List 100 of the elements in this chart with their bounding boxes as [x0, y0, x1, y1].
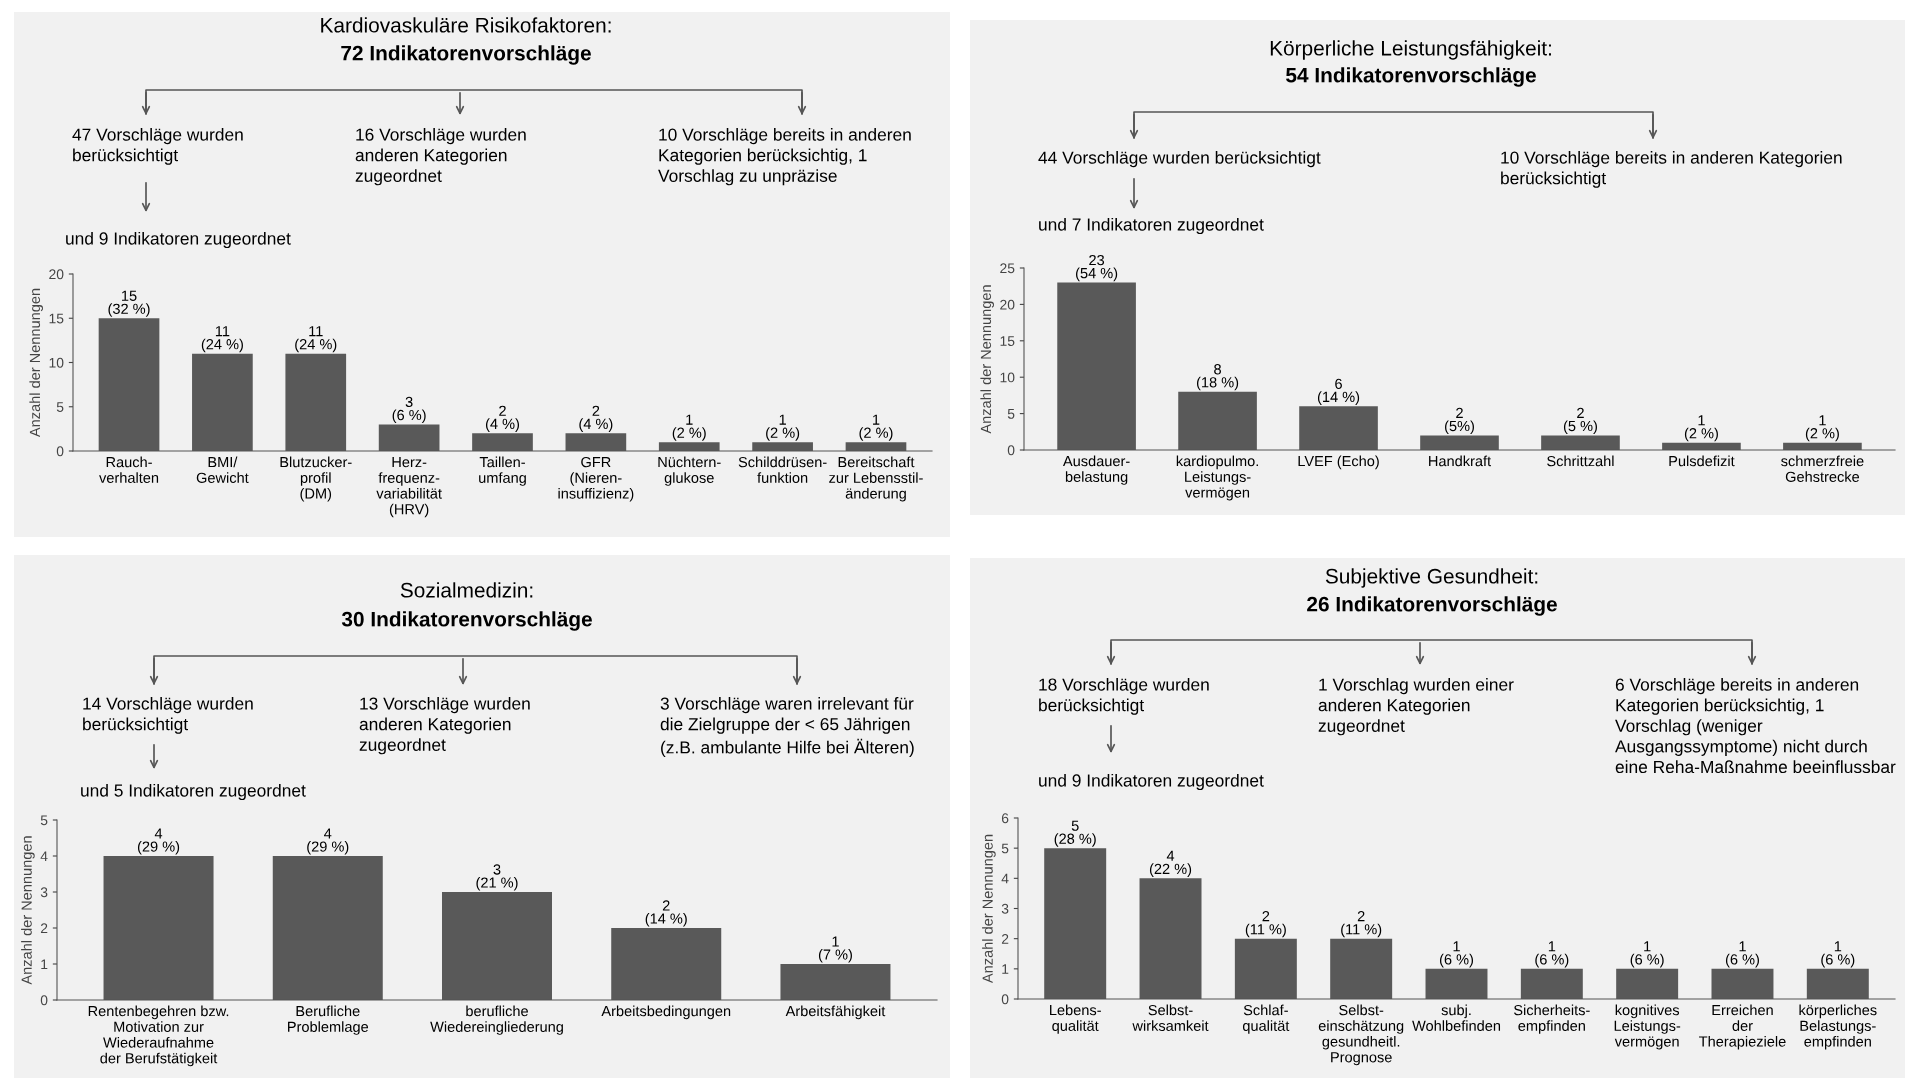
- x-tick-label: berufliche Wiedereingliederung: [430, 1005, 563, 1035]
- data-label: 1 (2 %): [766, 414, 800, 441]
- x-tick-label: Pulsdefizit: [1669, 455, 1735, 467]
- text: und 7 Indikatoren zugeordnet: [1039, 217, 1264, 235]
- text: 13 Vorschläge wurden anderen Kategorien zugeordnet: [359, 697, 530, 755]
- y-axis-title: Anzahl der Nennungen: [980, 285, 994, 434]
- data-label: 4 (29 %): [307, 828, 349, 855]
- text: 14 Vorschläge wurden berücksichtigt: [83, 697, 253, 734]
- y-tick-label: 15: [49, 313, 64, 324]
- x-tick-label: Arbeitsfähigkeit: [785, 1005, 886, 1020]
- x-tick-label: LVEF (Echo): [1298, 455, 1379, 470]
- data-label: 4 (22 %): [1149, 850, 1192, 877]
- y-tick-label: 4: [40, 851, 48, 862]
- y-tick-label: 5: [1007, 409, 1015, 419]
- data-label: 3 (6 %): [392, 396, 426, 424]
- y-tick-label: 20: [1000, 299, 1015, 310]
- data-label: 2 (11 %): [1341, 911, 1382, 938]
- x-tick-label: Berufliche Problemlage: [288, 1005, 369, 1035]
- y-tick-label: 4: [1001, 873, 1009, 884]
- data-label: 1 (2 %): [1805, 415, 1839, 442]
- y-tick-label: 20: [49, 269, 64, 280]
- x-tick-label: Selbst- wirksamkeit: [1132, 1004, 1209, 1031]
- x-tick-label: Nüchtern- glukose: [658, 456, 721, 486]
- data-label: 3 (21 %): [476, 864, 518, 891]
- x-tick-label: Schrittzahl: [1547, 455, 1614, 467]
- text: 18 Vorschläge wurden berücksichtigt: [1039, 678, 1209, 715]
- data-label: 1 (2 %): [859, 414, 893, 441]
- text: und 5 Indikatoren zugeordnet: [81, 783, 306, 801]
- data-label: 1 (6 %): [1439, 941, 1474, 968]
- y-axis-title: Anzahl der Nennungen: [982, 834, 996, 984]
- text: und 9 Indikatoren zugeordnet: [66, 231, 291, 249]
- x-tick-label: BMI/ Gewicht: [196, 456, 249, 483]
- y-tick-label: 3: [40, 887, 48, 898]
- x-tick-label: Arbeitsbedingungen: [601, 1005, 731, 1020]
- chart-subtitle: 54 Indikatorenvorschläge: [1286, 67, 1536, 87]
- text: 10 Vorschläge bereits in anderen Kategorien berücksichtig, 1 Vorschlag zu unpräzise: [658, 128, 911, 186]
- x-tick-label: kardiopulmo. Leistungs- vermögen: [1176, 455, 1258, 501]
- data-label: 5 (28 %): [1054, 820, 1096, 847]
- text: 16 Vorschläge wurden anderen Kategorien zugeordnet: [355, 128, 526, 186]
- chart-title: Körperliche Leistungsfähigkeit:: [1270, 40, 1551, 60]
- text: und 9 Indikatoren zugeordnet: [1039, 773, 1264, 791]
- chart-subtitle: 26 Indikatorenvorschläge: [1307, 596, 1557, 616]
- y-tick-label: 1: [41, 959, 48, 970]
- data-label: 2 (4 %): [579, 405, 613, 432]
- data-label: 1 (6 %): [1630, 941, 1664, 968]
- x-tick-label: Sicherheits- empfinden: [1513, 1004, 1590, 1034]
- data-label: 2 (14 %): [645, 900, 687, 927]
- data-label: 11 (24 %): [201, 326, 243, 353]
- data-label: 1 (6 %): [1535, 941, 1569, 968]
- text: 47 Vorschläge wurden berücksichtigt: [72, 128, 243, 165]
- data-label: 4 (29 %): [137, 828, 180, 855]
- x-tick-label: Taillen- umfang: [479, 456, 526, 486]
- y-tick-label: 3: [1001, 903, 1009, 914]
- x-tick-label: Selbst- einschätzung gesundheitl. Prognose: [1318, 1004, 1404, 1066]
- data-label: 15 (32 %): [108, 290, 150, 317]
- x-tick-label: Erreichen der Therapieziele: [1699, 1004, 1786, 1050]
- chart-title: Sozialmedizin:: [400, 582, 533, 598]
- x-tick-label: subj. Wohlbefinden: [1412, 1004, 1501, 1031]
- text: 10 Vorschläge bereits in anderen Kategorien berücksichtigt: [1501, 151, 1842, 188]
- text: 1 Vorschlag wurden einer anderen Kategorien zugeordnet: [1318, 678, 1514, 736]
- x-tick-label: Herz- frequenz- variabilität (HRV): [376, 457, 442, 518]
- data-label: 2 (5%): [1445, 407, 1474, 435]
- x-tick-label: Blutzucker- profil (DM): [280, 456, 352, 502]
- x-tick-label: Lebens- qualität: [1050, 1004, 1101, 1034]
- text: 6 Vorschläge bereits in anderen Kategorien berücksichtig, 1 Vorschlag (weniger Ausgangssymptome) nicht durch eine Reha-Maßnahme beeinflussbar: [1615, 678, 1896, 774]
- data-label: 8 (18 %): [1196, 364, 1239, 391]
- x-tick-label: Rentenbegehren bzw. Motivation zur Wiederaufnahme der Berufstätigkeit: [88, 1005, 229, 1067]
- x-tick-label: Schlaf- qualität: [1242, 1004, 1290, 1034]
- y-tick-label: 2: [1001, 934, 1009, 944]
- y-tick-label: 0: [1007, 445, 1015, 456]
- x-tick-label: kognitives Leistungs- vermögen: [1614, 1004, 1681, 1050]
- data-label: 23 (54 %): [1076, 254, 1118, 282]
- data-label: 1 (2 %): [672, 414, 706, 441]
- chart-subtitle: 72 Indikatorenvorschläge: [341, 45, 591, 65]
- y-tick-label: 5: [40, 815, 48, 826]
- data-label: 1 (6 %): [1821, 941, 1855, 968]
- y-tick-label: 25: [1000, 263, 1015, 274]
- y-tick-label: 5: [56, 402, 64, 412]
- y-tick-label: 15: [1000, 336, 1015, 346]
- y-axis-title: Anzahl der Nennungen: [29, 288, 43, 438]
- x-tick-label: Rauch- verhalten: [99, 456, 159, 483]
- y-tick-label: 1: [1002, 964, 1009, 974]
- data-label: 1 (7 %): [818, 936, 852, 963]
- text: 3 Vorschläge waren irrelevant für die Zielgruppe der < 65 Jährigen (z.B. ambulante Hilfe bei Älteren): [660, 697, 914, 757]
- y-tick-label: 10: [1000, 372, 1015, 383]
- y-tick-label: 0: [56, 446, 64, 457]
- y-axis-title: Anzahl der Nennungen: [21, 836, 35, 985]
- text: 44 Vorschläge wurden berücksichtigt: [1038, 151, 1321, 168]
- x-tick-label: Handkraft: [1429, 455, 1492, 467]
- y-tick-label: 6: [1001, 813, 1009, 824]
- y-tick-label: 5: [1001, 843, 1009, 854]
- y-tick-label: 2: [40, 923, 48, 934]
- data-label: 1 (6 %): [1725, 941, 1759, 968]
- x-tick-label: körperliches Belastungs- empfinden: [1799, 1004, 1877, 1050]
- data-label: 2 (11 %): [1245, 911, 1286, 938]
- y-tick-label: 10: [49, 357, 64, 368]
- chart-subtitle: 30 Indikatorenvorschläge: [341, 611, 592, 631]
- data-label: 6 (14 %): [1317, 378, 1360, 405]
- x-tick-label: Ausdauer- belastung: [1062, 455, 1130, 485]
- data-label: 2 (5 %): [1563, 407, 1597, 435]
